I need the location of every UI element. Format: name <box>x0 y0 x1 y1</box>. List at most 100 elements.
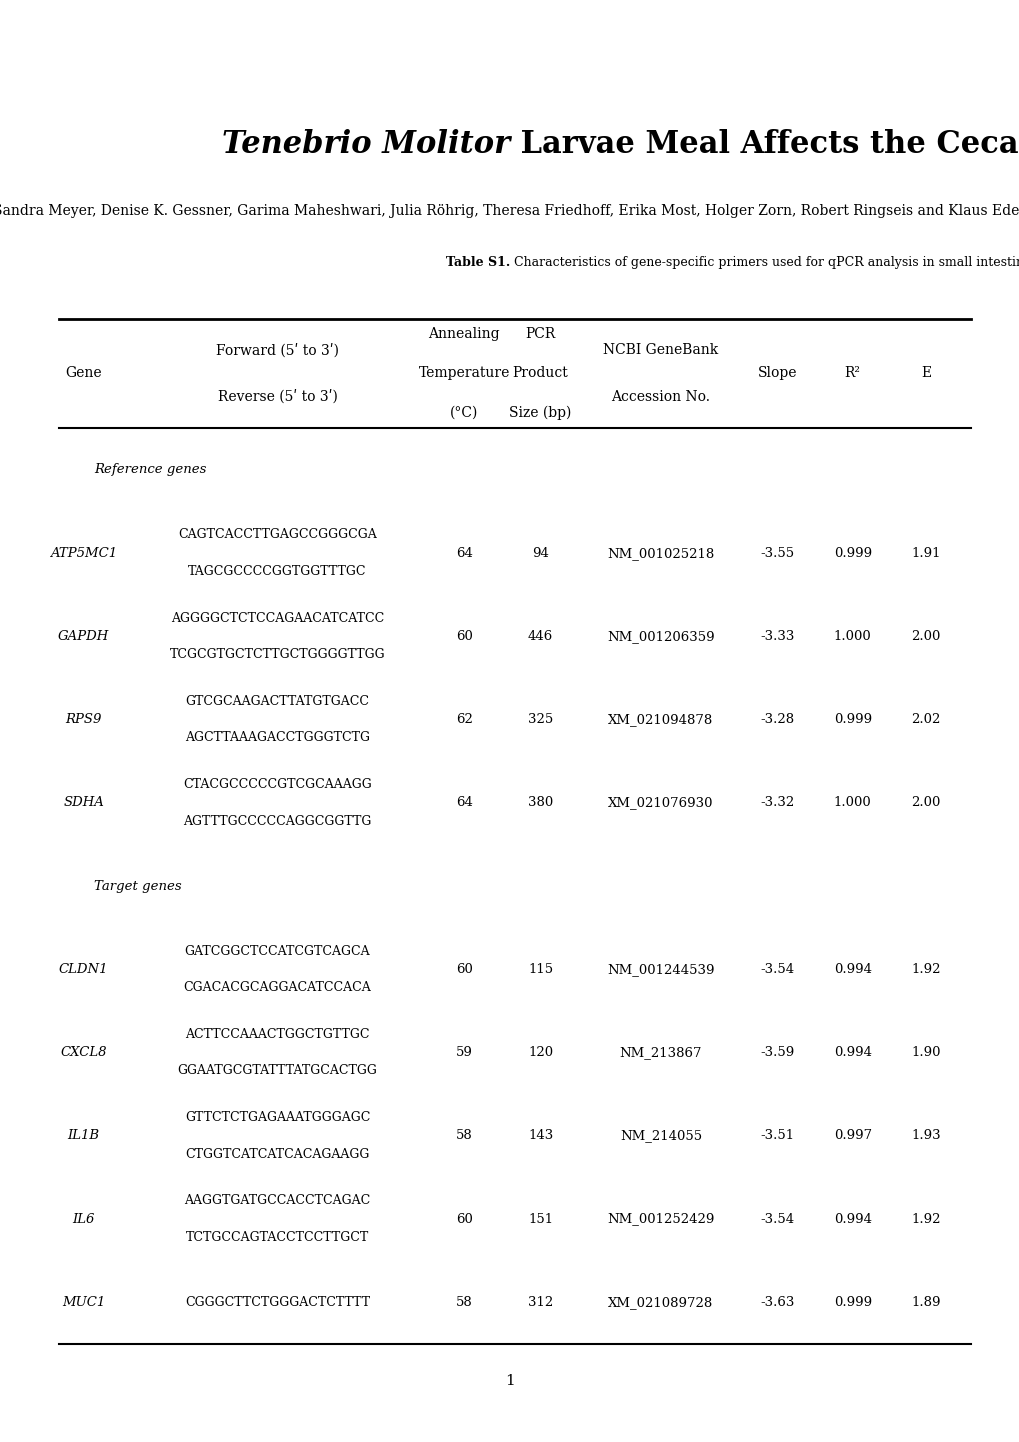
Text: Reverse (5ʹ to 3ʹ): Reverse (5ʹ to 3ʹ) <box>217 389 337 404</box>
Text: IL6: IL6 <box>72 1213 95 1226</box>
Text: CTACGCCCCCGTCGCAAAGG: CTACGCCCCCGTCGCAAAGG <box>182 779 372 792</box>
Text: Tenebrio Molitor: Tenebrio Molitor <box>221 128 510 160</box>
Text: -3.51: -3.51 <box>759 1129 794 1142</box>
Text: 0.994: 0.994 <box>833 963 871 976</box>
Text: AGGGGCTCTCCAGAACATCATCC: AGGGGCTCTCCAGAACATCATCC <box>170 611 384 624</box>
Text: CGGGCTTCTGGGACTCTTTT: CGGGCTTCTGGGACTCTTTT <box>184 1296 370 1309</box>
Text: 1.92: 1.92 <box>911 1213 940 1226</box>
Text: AGTTTGCCCCCAGGCGGTTG: AGTTTGCCCCCAGGCGGTTG <box>183 815 371 828</box>
Text: Characteristics of gene-specific primers used for qPCR analysis in small intesti: Characteristics of gene-specific primers… <box>510 255 1019 270</box>
Text: Reference genes: Reference genes <box>94 463 206 476</box>
Text: 1.92: 1.92 <box>911 963 940 976</box>
Text: CXCL8: CXCL8 <box>60 1045 107 1058</box>
Text: CTGGTCATCATCACAGAAGG: CTGGTCATCATCACAGAAGG <box>185 1148 369 1161</box>
Text: Size (bp): Size (bp) <box>508 405 572 420</box>
Text: CGACACGCAGGACATCCACA: CGACACGCAGGACATCCACA <box>183 981 371 994</box>
Text: Annealing: Annealing <box>428 327 499 342</box>
Text: AGCTTAAAGACCTGGGTCTG: AGCTTAAAGACCTGGGTCTG <box>184 731 370 744</box>
Text: ATP5MC1: ATP5MC1 <box>50 547 117 559</box>
Text: 0.997: 0.997 <box>833 1129 871 1142</box>
Text: RPS9: RPS9 <box>65 714 102 727</box>
Text: Sandra Meyer, Denise K. Gessner, Garima Maheshwari, Julia Röhrig, Theresa Friedh: Sandra Meyer, Denise K. Gessner, Garima … <box>0 203 1019 218</box>
Text: 0.994: 0.994 <box>833 1213 871 1226</box>
Text: IL1B: IL1B <box>67 1129 100 1142</box>
Text: 380: 380 <box>528 796 552 809</box>
Text: 1.90: 1.90 <box>911 1045 940 1058</box>
Text: Gene: Gene <box>65 366 102 381</box>
Text: R²: R² <box>844 366 860 381</box>
Text: GATCGGCTCCATCGTCAGCA: GATCGGCTCCATCGTCAGCA <box>184 945 370 957</box>
Text: 115: 115 <box>528 963 552 976</box>
Text: -3.28: -3.28 <box>759 714 794 727</box>
Text: (°C): (°C) <box>449 405 478 420</box>
Text: CLDN1: CLDN1 <box>59 963 108 976</box>
Text: 143: 143 <box>528 1129 552 1142</box>
Text: Table S1.: Table S1. <box>445 255 510 270</box>
Text: 1.000: 1.000 <box>833 630 871 643</box>
Text: 2.00: 2.00 <box>911 796 940 809</box>
Text: -3.54: -3.54 <box>759 1213 794 1226</box>
Text: 64: 64 <box>455 547 472 559</box>
Text: XM_021076930: XM_021076930 <box>607 796 713 809</box>
Text: 0.999: 0.999 <box>833 547 871 559</box>
Text: 58: 58 <box>455 1129 472 1142</box>
Text: Temperature: Temperature <box>418 366 510 381</box>
Text: 60: 60 <box>455 630 472 643</box>
Text: AAGGTGATGCCACCTCAGAC: AAGGTGATGCCACCTCAGAC <box>184 1194 370 1207</box>
Text: -3.63: -3.63 <box>759 1296 794 1309</box>
Text: Larvae Meal Affects the Cecal Microbiota of Growing Pigs: Larvae Meal Affects the Cecal Microbiota… <box>510 128 1019 160</box>
Text: NCBI GeneBank: NCBI GeneBank <box>603 343 717 358</box>
Text: Target genes: Target genes <box>94 880 181 893</box>
Text: Product: Product <box>513 366 568 381</box>
Text: CAGTCACCTTGAGCCGGGCGA: CAGTCACCTTGAGCCGGGCGA <box>178 528 376 541</box>
Text: -3.54: -3.54 <box>759 963 794 976</box>
Text: 0.999: 0.999 <box>833 1296 871 1309</box>
Text: 446: 446 <box>528 630 552 643</box>
Text: NM_001244539: NM_001244539 <box>606 963 714 976</box>
Text: 1.000: 1.000 <box>833 796 871 809</box>
Text: 1.91: 1.91 <box>911 547 940 559</box>
Text: 1.93: 1.93 <box>910 1129 941 1142</box>
Text: -3.55: -3.55 <box>759 547 794 559</box>
Text: -3.32: -3.32 <box>759 796 794 809</box>
Text: TCTGCCAGTACCTCCTTGCT: TCTGCCAGTACCTCCTTGCT <box>185 1231 369 1244</box>
Text: ACTTCCAAACTGGCTGTTGC: ACTTCCAAACTGGCTGTTGC <box>185 1028 369 1041</box>
Text: 120: 120 <box>528 1045 552 1058</box>
Text: -3.33: -3.33 <box>759 630 794 643</box>
Text: 1: 1 <box>504 1374 515 1389</box>
Text: GAPDH: GAPDH <box>58 630 109 643</box>
Text: 2.02: 2.02 <box>911 714 940 727</box>
Text: 1.89: 1.89 <box>911 1296 940 1309</box>
Text: PCR: PCR <box>525 327 555 342</box>
Text: NM_001206359: NM_001206359 <box>606 630 714 643</box>
Text: MUC1: MUC1 <box>62 1296 105 1309</box>
Text: GTTCTCTGAGAAATGGGAGC: GTTCTCTGAGAAATGGGAGC <box>184 1110 370 1123</box>
Text: 151: 151 <box>528 1213 552 1226</box>
Text: NM_001252429: NM_001252429 <box>606 1213 714 1226</box>
Text: Slope: Slope <box>757 366 796 381</box>
Text: TAGCGCCCCGGTGGTTTGC: TAGCGCCCCGGTGGTTTGC <box>189 565 367 578</box>
Text: GGAATGCGTATTTATGCACTGG: GGAATGCGTATTTATGCACTGG <box>177 1064 377 1077</box>
Text: XM_021094878: XM_021094878 <box>607 714 713 727</box>
Text: 60: 60 <box>455 1213 472 1226</box>
Text: 325: 325 <box>528 714 552 727</box>
Text: Forward (5ʹ to 3ʹ): Forward (5ʹ to 3ʹ) <box>216 343 338 358</box>
Text: XM_021089728: XM_021089728 <box>607 1296 713 1309</box>
Text: Accession No.: Accession No. <box>610 389 710 404</box>
Text: 2.00: 2.00 <box>911 630 940 643</box>
Text: 312: 312 <box>528 1296 552 1309</box>
Text: NM_214055: NM_214055 <box>620 1129 701 1142</box>
Text: NM_213867: NM_213867 <box>620 1045 701 1058</box>
Text: 62: 62 <box>455 714 472 727</box>
Text: 0.994: 0.994 <box>833 1045 871 1058</box>
Text: 58: 58 <box>455 1296 472 1309</box>
Text: 59: 59 <box>455 1045 472 1058</box>
Text: NM_001025218: NM_001025218 <box>606 547 714 559</box>
Text: 94: 94 <box>532 547 548 559</box>
Text: 60: 60 <box>455 963 472 976</box>
Text: SDHA: SDHA <box>63 796 104 809</box>
Text: 0.999: 0.999 <box>833 714 871 727</box>
Text: 64: 64 <box>455 796 472 809</box>
Text: TCGCGTGCTCTTGCTGGGGTTGG: TCGCGTGCTCTTGCTGGGGTTGG <box>169 649 385 662</box>
Text: -3.59: -3.59 <box>759 1045 794 1058</box>
